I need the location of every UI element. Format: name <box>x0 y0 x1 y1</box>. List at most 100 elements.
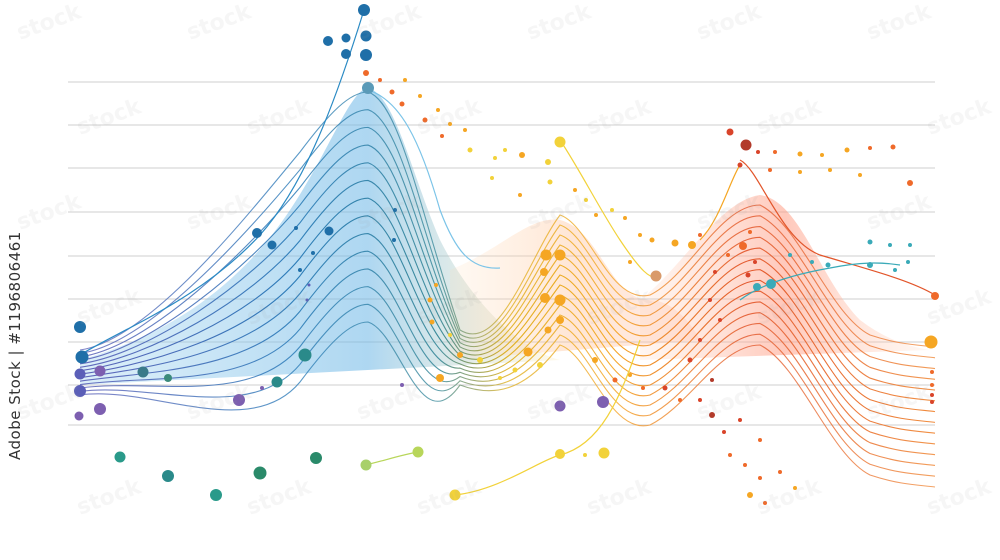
dot <box>94 365 106 377</box>
dot <box>828 168 832 172</box>
dot <box>858 173 862 177</box>
dot <box>74 368 86 380</box>
dot <box>628 260 632 264</box>
watermark-mark: stock <box>74 94 146 141</box>
dot <box>518 193 522 197</box>
dot <box>687 357 693 363</box>
dot <box>267 240 277 250</box>
dot <box>403 78 407 82</box>
dot <box>756 150 760 154</box>
dot <box>739 242 747 250</box>
dot <box>434 283 438 287</box>
dot <box>930 393 934 397</box>
dot <box>537 362 543 368</box>
dot <box>271 376 283 388</box>
dot <box>554 400 566 412</box>
dot <box>162 470 174 482</box>
dot <box>74 385 86 397</box>
dot <box>378 78 382 82</box>
watermark-mark: stock <box>14 189 86 236</box>
dot <box>638 233 642 237</box>
dot <box>718 318 722 322</box>
dot <box>75 350 89 364</box>
watermark-mark: stock <box>74 474 146 521</box>
dot <box>709 412 715 418</box>
dot <box>698 398 702 402</box>
accent-line-green <box>364 451 419 466</box>
dot <box>467 147 473 153</box>
dot <box>758 438 762 442</box>
dot <box>788 253 792 257</box>
dot <box>310 452 322 464</box>
dot <box>490 176 494 180</box>
dot <box>294 226 298 230</box>
scattered-dots <box>74 4 939 505</box>
contour-line <box>79 250 936 445</box>
dot <box>556 316 564 324</box>
dot <box>713 270 717 274</box>
dot <box>584 198 588 202</box>
dot <box>820 153 824 157</box>
dot <box>555 449 565 459</box>
dot <box>908 243 912 247</box>
dot <box>493 156 497 160</box>
dot <box>798 170 802 174</box>
contour-line <box>79 162 936 391</box>
dot <box>710 378 714 382</box>
dot <box>825 262 831 268</box>
dot <box>210 489 222 501</box>
dot <box>649 237 655 243</box>
watermark-mark: stock <box>754 94 826 141</box>
dot <box>594 213 598 217</box>
watermark-mark: stock <box>694 379 766 426</box>
dot <box>793 486 797 490</box>
watermark-mark: stock <box>354 379 426 426</box>
dot <box>907 180 913 186</box>
dot <box>164 374 172 382</box>
dot <box>868 146 872 150</box>
contour-line <box>79 144 936 380</box>
watermark-mark: stock <box>864 189 936 236</box>
dot <box>449 489 461 501</box>
dot <box>358 4 370 16</box>
watermark-mark: stock <box>14 0 86 46</box>
dot <box>392 238 396 242</box>
dot <box>253 466 267 480</box>
dot <box>360 49 372 61</box>
dot <box>592 357 598 363</box>
dot <box>324 226 334 236</box>
contour-line <box>79 179 936 402</box>
dot <box>748 230 752 234</box>
dot <box>512 367 518 373</box>
dot <box>758 476 762 480</box>
watermark-mark: stock <box>754 474 826 521</box>
dot <box>341 49 351 59</box>
dot <box>931 292 939 300</box>
dot <box>726 128 734 136</box>
contour-line <box>79 126 936 370</box>
watermark-mark: stock <box>414 94 486 141</box>
dot <box>671 239 679 247</box>
dot <box>393 208 397 212</box>
contour-line-bundle <box>79 91 936 488</box>
dot <box>641 386 645 390</box>
dot <box>545 159 551 165</box>
dot <box>233 394 245 406</box>
accent-line-red <box>739 159 936 296</box>
dot <box>728 453 732 457</box>
dot <box>890 144 896 150</box>
side-caption: Adobe Stock | #1196806461 <box>6 231 24 460</box>
dot <box>540 268 548 276</box>
dot <box>429 319 435 325</box>
dot <box>519 152 525 158</box>
dot <box>389 89 395 95</box>
dot <box>252 228 262 238</box>
contour-line <box>79 109 936 359</box>
watermark-mark: stock <box>74 284 146 331</box>
dot <box>540 293 550 303</box>
dot <box>448 333 452 337</box>
dot <box>766 279 776 289</box>
dot <box>363 70 369 76</box>
watermark-mark: stock <box>694 0 766 46</box>
contour-line <box>79 215 936 423</box>
